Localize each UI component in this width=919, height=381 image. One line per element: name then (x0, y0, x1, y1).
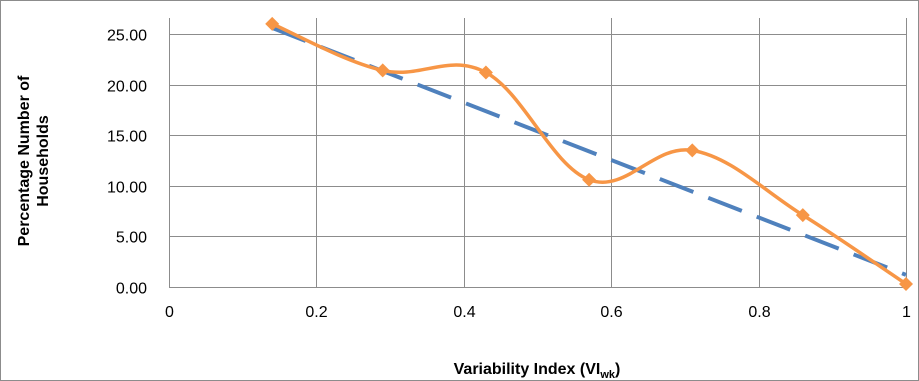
x-axis-title: Variability Index (VIwk) (454, 361, 621, 380)
x-axis-title-close: ) (615, 361, 620, 378)
series-layer (265, 16, 913, 291)
y-tick-label: 0.00 (116, 281, 147, 298)
gridlines (169, 18, 907, 287)
data-point-marker (582, 172, 597, 187)
y-axis-title-line-1: Percentage Number of (16, 75, 33, 246)
y-tick-label: 15.00 (107, 129, 147, 146)
data-point-marker (265, 16, 280, 31)
tick-labels: 0 0.2 0.4 0.6 0.8 10.005.0010.0015.0020.0025.… (107, 28, 911, 322)
x-tick-label: 0.4 (453, 304, 475, 321)
y-tick-label: 5.00 (116, 230, 147, 247)
y-tick-label: 20.00 (107, 79, 147, 96)
data-point-marker (478, 65, 493, 80)
data-point-marker (375, 63, 390, 78)
x-tick-label: 0.2 (305, 304, 327, 321)
x-tick-label: 0.6 (600, 304, 622, 321)
y-tick-label: 10.00 (107, 180, 147, 197)
data-point-marker (899, 276, 913, 291)
x-tick-label: 1 (902, 304, 911, 321)
axes (169, 18, 906, 288)
series-line (271, 22, 907, 286)
x-axis-title-main: Variability Index (VI (454, 361, 601, 378)
data-point-marker (795, 208, 810, 223)
y-axis-title: Percentage Number of Households (16, 75, 52, 246)
data-point-marker (685, 143, 700, 158)
x-tick-label: 0 (165, 304, 174, 321)
x-axis-title-subscript: wk (599, 369, 616, 380)
y-axis-title-line-2: Households (35, 115, 52, 207)
y-tick-label: 25.00 (107, 28, 147, 45)
x-tick-label: 0.8 (748, 304, 770, 321)
